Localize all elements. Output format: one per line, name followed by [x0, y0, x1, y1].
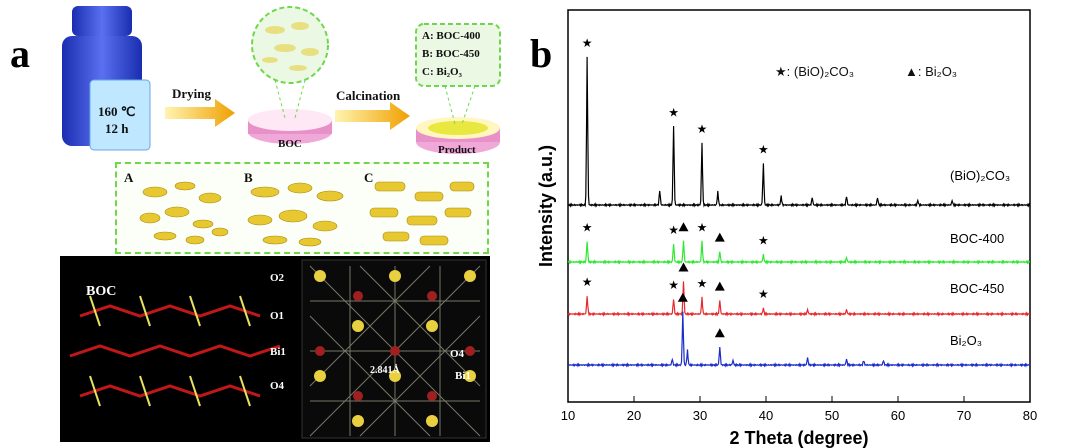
- x-axis-label: 2 Theta (degree): [729, 428, 868, 448]
- atom-label-bi1-left: Bi1: [270, 346, 286, 358]
- x-tick-label: 30: [693, 408, 707, 423]
- x-tick-label: 10: [561, 408, 575, 423]
- series-label: Bi₂O₃: [950, 333, 982, 348]
- morphology-particles: [139, 181, 475, 247]
- triangle-marker: [714, 281, 725, 291]
- x-tick-label: 70: [957, 408, 971, 423]
- dish-product-label: Product: [438, 144, 476, 156]
- autoclave-lid: [72, 6, 132, 36]
- x-tick-label: 50: [825, 408, 839, 423]
- calcination-arrow: [335, 102, 410, 130]
- star-marker: ★: [668, 106, 679, 120]
- crystal-title: BOC: [86, 284, 117, 299]
- plot-frame: [567, 9, 1031, 403]
- autoclave-time: 12 h: [105, 121, 129, 136]
- product-b: B: BOC-450: [422, 48, 480, 60]
- star-marker: ★: [668, 278, 679, 292]
- autoclave-temp: 160 ℃: [98, 104, 136, 119]
- star-marker: ★: [758, 234, 769, 248]
- atom-label-o1: O1: [270, 310, 285, 322]
- synthesis-schematic: [62, 6, 501, 154]
- star-marker: ★: [582, 275, 593, 289]
- bond-distance: 2.841Å: [370, 365, 400, 376]
- y-axis-label: Intensity (a.u.): [536, 145, 556, 267]
- x-tick-label: 60: [891, 408, 905, 423]
- series-label: BOC-450: [950, 281, 1004, 296]
- xrd-chart: 10 20 30 40 50 60 70 80 2 Theta (degree) Intensit…: [536, 9, 1037, 448]
- series-line: [567, 311, 1031, 368]
- autoclave-liner: [89, 79, 151, 151]
- boc-particles: [262, 22, 319, 71]
- series-line: [567, 281, 1031, 317]
- triangle-marker: [678, 262, 689, 272]
- star-marker: ★: [697, 122, 708, 136]
- morph-label-b: B: [244, 170, 253, 185]
- product-c: C: Bi₂O₃: [422, 66, 462, 78]
- product-box: [415, 23, 501, 87]
- triangle-marker: [677, 292, 688, 302]
- atoms-o: [315, 291, 475, 401]
- morph-label-c: C: [364, 170, 374, 185]
- star-marker: ★: [582, 220, 593, 234]
- star-marker: ★: [758, 287, 769, 301]
- series-line: [567, 56, 1031, 208]
- crystal-structure: [60, 256, 490, 442]
- dish-boc-label: BOC: [278, 138, 302, 150]
- x-tick-label: 40: [759, 408, 773, 423]
- series-label: BOC-400: [950, 231, 1004, 246]
- panel-b-label: b: [530, 31, 553, 76]
- atoms-bi: [314, 270, 476, 427]
- product-a: A: BOC-400: [422, 30, 481, 42]
- calcination-label: Calcination: [336, 88, 401, 103]
- x-tick-label: 80: [1023, 408, 1037, 423]
- panel-a-label: a: [10, 31, 30, 76]
- star-marker: ★: [697, 220, 708, 234]
- x-tick-label: 20: [627, 408, 641, 423]
- atom-label-bi1-right: Bi1: [455, 370, 471, 382]
- star-marker: ★: [668, 223, 679, 237]
- series-label: (BiO)₂CO₃: [950, 168, 1010, 183]
- morph-label-a: A: [124, 170, 134, 185]
- star-marker: ★: [582, 36, 593, 50]
- atom-label-o4-left: O4: [270, 380, 285, 392]
- triangle-marker: [714, 328, 725, 338]
- drying-arrow: [165, 99, 235, 127]
- atom-label-o2: O2: [270, 272, 285, 284]
- triangle-marker: [714, 232, 725, 242]
- legend-star: ★: (BiO)₂CO₃: [775, 64, 855, 79]
- atom-label-o4-right: O4: [450, 348, 465, 360]
- series-line: [567, 240, 1031, 265]
- drying-label: Drying: [172, 86, 211, 101]
- boc-layers: [69, 304, 281, 398]
- triangle-marker: [678, 222, 689, 232]
- star-marker: ★: [697, 277, 708, 291]
- star-marker: ★: [758, 143, 769, 157]
- legend-triangle: ▲: Bi₂O₃: [905, 64, 958, 79]
